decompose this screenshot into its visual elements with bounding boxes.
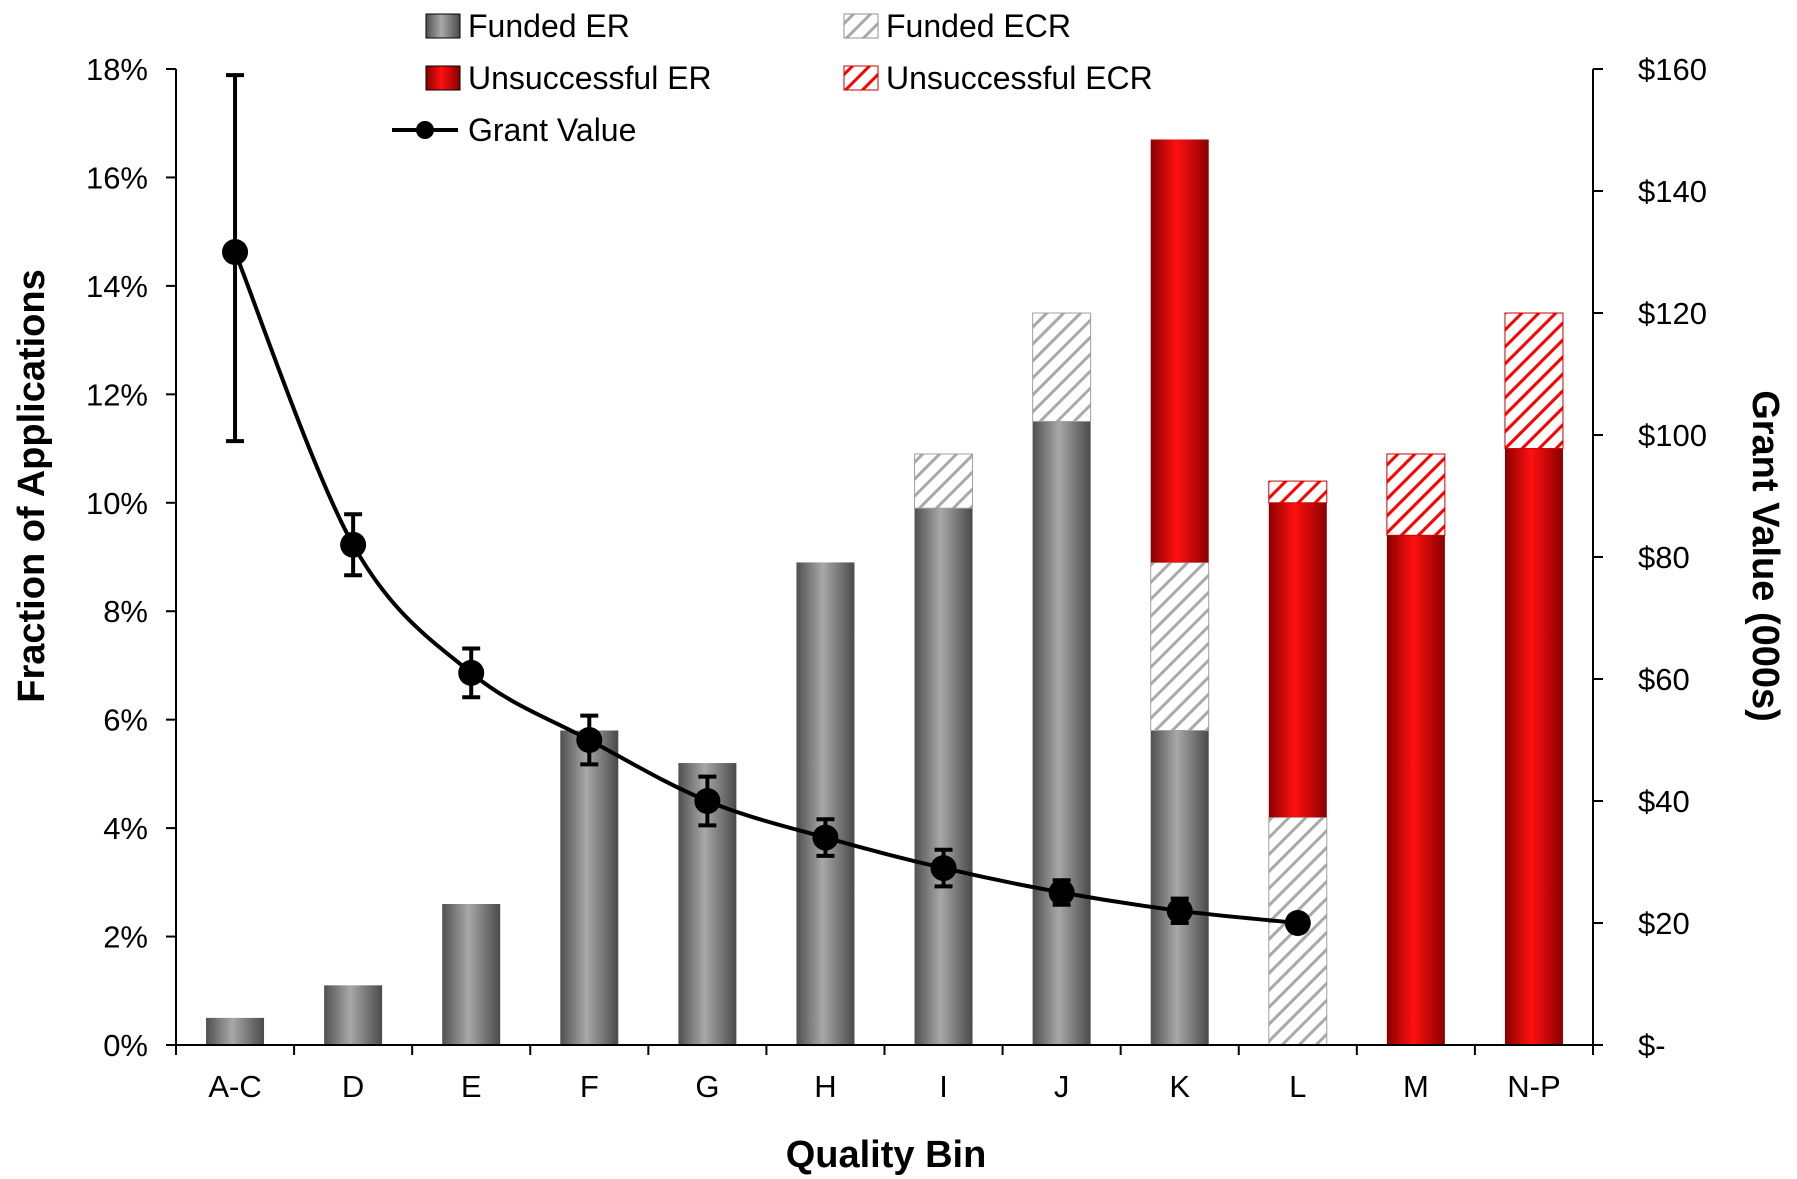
legend-swatch-funded-er	[425, 13, 461, 39]
bar-funded-er-a-c	[206, 1017, 265, 1045]
x-tick-label-m: M	[1403, 1069, 1429, 1104]
x-tick-label-i: I	[939, 1069, 948, 1104]
y-tick-label: 10%	[86, 486, 148, 521]
bar-funded-ecr-i	[914, 453, 974, 509]
grant-value-line	[233, 251, 1298, 925]
grant-value-point-e	[458, 659, 485, 686]
bar-unsuccessful-er-k	[1150, 139, 1209, 563]
bar-funded-er-d	[324, 985, 383, 1045]
y2-axis-title: Grant Value (000s)	[1744, 390, 1786, 722]
y-tick-label: 18%	[86, 52, 148, 87]
bar-funded-er-i	[914, 508, 973, 1045]
y-tick-label: 2%	[103, 920, 148, 955]
y-axis-title: Fraction of Applications	[11, 269, 53, 703]
y2-tick-label: $40	[1638, 784, 1690, 819]
grant-value-point-g	[694, 788, 721, 814]
grant-value-point-i	[930, 855, 957, 882]
x-tick-label-e: E	[461, 1069, 482, 1104]
grant-value-point-a-c	[222, 239, 249, 265]
y-tick-label: 4%	[103, 811, 148, 846]
legend: Funded ER Funded ECR Unsuccessful ER Unsucc…	[392, 8, 1153, 148]
grant-value-point-h	[812, 824, 839, 851]
y2-tick-label: $60	[1638, 662, 1690, 697]
legend-swatch-unsuccessful-ecr	[843, 65, 879, 91]
bar-unsuccessful-er-m	[1386, 535, 1445, 1045]
x-tick-label-a-c: A-C	[208, 1069, 261, 1104]
bar-funded-ecr-k	[1150, 561, 1210, 732]
x-tick-label-n-p: N-P	[1507, 1069, 1560, 1104]
y2-tick-label: $120	[1638, 296, 1707, 331]
grant-value-point-d	[340, 531, 367, 558]
bar-funded-ecr-j	[1032, 312, 1092, 422]
x-tick-label-h: H	[814, 1069, 836, 1104]
bar-unsuccessful-ecr-l	[1268, 480, 1328, 504]
legend-label-unsuccessful-ecr: Unsuccessful ECR	[886, 60, 1153, 96]
bar-unsuccessful-er-n-p	[1504, 448, 1563, 1045]
bar-unsuccessful-ecr-n-p	[1504, 312, 1564, 450]
x-tick-label-g: G	[695, 1069, 719, 1104]
y-tick-label: 8%	[103, 594, 148, 629]
legend-swatch-unsuccessful-er	[425, 65, 461, 91]
y2-tick-label: $-	[1638, 1028, 1666, 1063]
x-tick-label-f: F	[580, 1069, 599, 1104]
grant-value-line-group	[222, 73, 1311, 936]
y2-tick-label: $20	[1638, 906, 1690, 941]
y2-tick-label: $80	[1638, 540, 1690, 575]
bar-unsuccessful-er-l	[1268, 502, 1327, 818]
x-tick-label-j: J	[1054, 1069, 1070, 1104]
legend-label-funded-er: Funded ER	[468, 8, 630, 44]
grant-value-point-k	[1166, 897, 1193, 924]
y-tick-label: 16%	[86, 160, 148, 195]
legend-marker-grant-value	[416, 121, 434, 139]
grant-value-point-j	[1048, 879, 1075, 906]
bar-unsuccessful-ecr-m	[1386, 453, 1446, 536]
x-tick-label-k: K	[1169, 1069, 1190, 1104]
y2-tick-label: $160	[1638, 52, 1707, 87]
legend-label-unsuccessful-er: Unsuccessful ER	[468, 60, 712, 96]
y2-tick-label: $140	[1638, 174, 1707, 209]
bar-funded-er-f	[560, 730, 619, 1045]
bar-funded-er-h	[796, 562, 855, 1045]
axes-group: 0% 2% 4% 6% 8% 10% 12% 14% 16% 18% $- $20 $40 $60 $80 $…	[86, 52, 1707, 1104]
x-tick-label-l: L	[1289, 1069, 1306, 1104]
legend-label-funded-ecr: Funded ECR	[886, 8, 1071, 44]
bars-group	[206, 139, 1564, 1046]
bar-funded-er-e	[442, 904, 501, 1045]
y-tick-label: 12%	[86, 377, 148, 412]
legend-label-grant-value: Grant Value	[468, 112, 636, 148]
bar-funded-er-k	[1150, 730, 1209, 1045]
x-axis-title: Quality Bin	[786, 1134, 987, 1176]
grant-value-point-f	[576, 727, 603, 753]
legend-swatch-funded-ecr	[843, 13, 879, 39]
y-tick-label: 6%	[103, 703, 148, 738]
y-tick-label: 14%	[86, 269, 148, 304]
y-tick-label: 0%	[103, 1028, 148, 1063]
y2-tick-label: $100	[1638, 418, 1707, 453]
grant-value-point-l	[1284, 910, 1311, 936]
x-tick-label-d: D	[342, 1069, 364, 1104]
bar-funded-er-j	[1032, 421, 1091, 1045]
